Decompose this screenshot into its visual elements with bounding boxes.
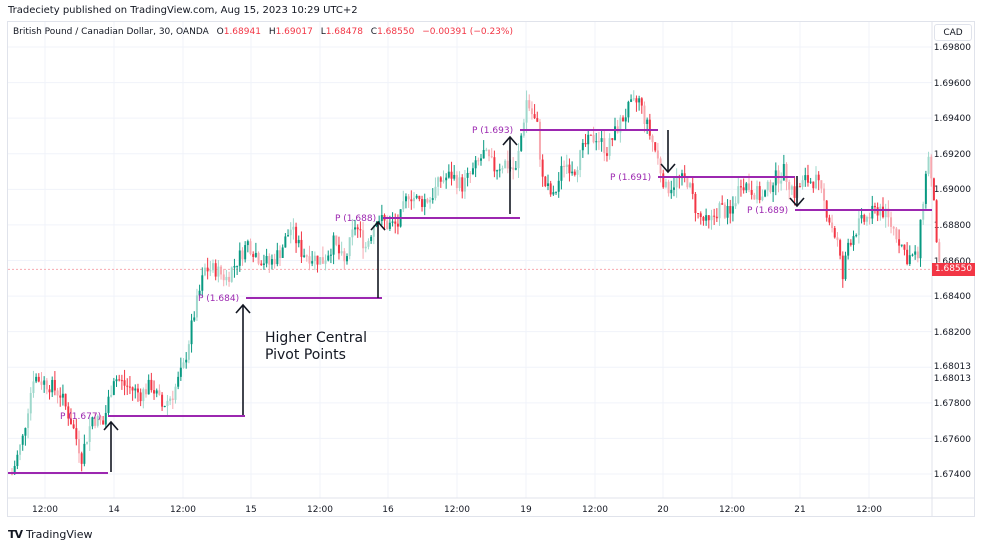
pivot-label: P (1.691) <box>610 173 651 183</box>
price-tick-label: 1.69000 <box>934 185 971 195</box>
tradingview-logo-icon: TV <box>8 528 23 541</box>
price-tick-label: 1.68400 <box>934 292 971 302</box>
arrowhead-icon <box>103 420 119 431</box>
price-tick-label: 1.68013 <box>934 362 971 372</box>
symbol-legend: British Pound / Canadian Dollar, 30, OAN… <box>13 27 513 37</box>
grid <box>8 22 975 516</box>
high-label: H <box>268 27 276 37</box>
arrowhead-icon <box>789 197 805 208</box>
time-tick-label: 20 <box>657 505 669 515</box>
arrowhead-icon <box>235 303 251 314</box>
arrows <box>103 130 805 472</box>
time-tick-label: 12:00 <box>582 505 608 515</box>
time-tick-label: 12:00 <box>307 505 333 515</box>
tradingview-brand[interactable]: TV TradingView <box>8 528 93 541</box>
time-tick-label: 21 <box>794 505 805 515</box>
annotation-line-2: Pivot Points <box>265 347 346 363</box>
open-label: O <box>216 27 224 37</box>
annotation-text: Higher Central Pivot Points <box>265 330 367 364</box>
time-tick-label: 12:00 <box>444 505 470 515</box>
time-tick-label: 12:00 <box>32 505 58 515</box>
arrowhead-icon <box>502 135 518 146</box>
price-tick-label: 1.68013 <box>934 374 971 384</box>
publish-line: Tradeciety published on TradingView.com,… <box>8 5 358 16</box>
high-value: 1.69017 <box>275 27 313 37</box>
brand-name: TradingView <box>26 528 93 541</box>
price-axis[interactable]: 1.69800 1.69600 1.69400 1.69200 1.69000 1.688… <box>934 43 971 480</box>
price-tick-label: 1.69400 <box>934 114 971 124</box>
change-value: −0.00391 (−0.23%) <box>422 27 513 37</box>
time-tick-label: 15 <box>245 505 256 515</box>
low-label: L <box>320 27 326 37</box>
price-tick-label: 1.68800 <box>934 221 971 231</box>
pivot-label: P (1.688) <box>335 214 376 224</box>
time-axis[interactable]: 12:00 14 12:00 15 12:00 16 12:00 19 12:00 20 12:00… <box>32 505 882 515</box>
price-tick-label: 1.68600 <box>934 257 971 267</box>
close-label: C <box>370 27 378 37</box>
currency-button[interactable]: CAD <box>934 24 972 41</box>
open-value: 1.68941 <box>223 27 261 37</box>
low-value: 1.68478 <box>325 27 363 37</box>
arrowhead-icon <box>660 163 676 174</box>
time-tick-label: 16 <box>382 505 394 515</box>
price-tick-label: 1.69600 <box>934 79 971 89</box>
candles <box>11 90 941 476</box>
pivot-label: P (1.684) <box>198 294 239 304</box>
price-tick-label: 1.69800 <box>934 43 971 53</box>
last-price-tag: 1.68550 <box>932 263 975 276</box>
symbol-name: British Pound / Canadian Dollar, 30, OAN… <box>13 27 209 37</box>
pivot-label: P (1.677) <box>60 412 101 422</box>
time-tick-label: 12:00 <box>719 505 745 515</box>
price-tick-label: 1.69200 <box>934 150 971 160</box>
arrowhead-icon <box>370 220 386 231</box>
time-tick-label: 12:00 <box>856 505 882 515</box>
price-tick-label: 1.67600 <box>934 435 971 445</box>
price-tick-label: 1.68200 <box>934 328 971 338</box>
pivot-label: P (1.693) <box>472 126 513 136</box>
price-tick-label: 1.67800 <box>934 399 971 409</box>
time-tick-label: 19 <box>520 505 532 515</box>
time-tick-label: 14 <box>108 505 120 515</box>
time-tick-label: 12:00 <box>170 505 196 515</box>
price-tick-label: 1.67400 <box>934 470 971 480</box>
pivot-lines: P (1.677) P (1.684) P (1.688) P (1.693) P (1… <box>8 126 932 474</box>
pivot-label: P (1.689) <box>747 206 788 216</box>
annotation-line-1: Higher Central <box>265 330 367 346</box>
close-value: 1.68550 <box>377 27 415 37</box>
